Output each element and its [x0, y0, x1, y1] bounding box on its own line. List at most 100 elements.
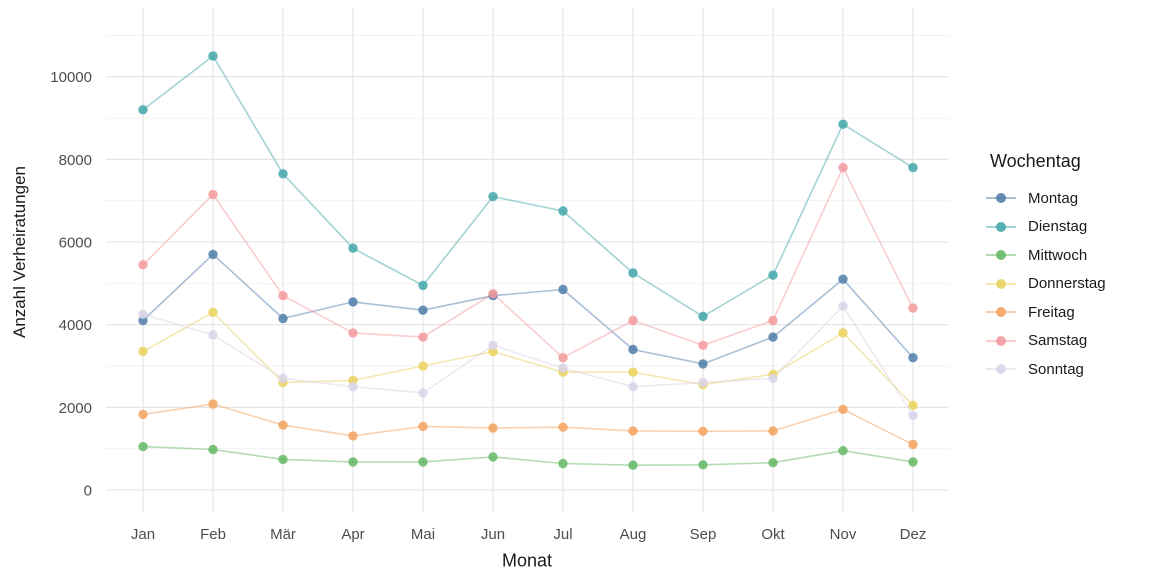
data-point-mittwoch-mär	[278, 454, 288, 465]
x-tick-label: Dez	[900, 526, 927, 543]
data-point-sonntag-jun	[488, 340, 498, 350]
data-point-samstag-jan	[138, 260, 148, 270]
legend: Wochentag Montag Dienstag Mittwoch Donnerst…	[986, 150, 1106, 384]
data-point-donnerstag-dez	[908, 400, 918, 410]
legend-item-samstag: Samstag	[986, 327, 1106, 356]
data-point-dienstag-nov	[838, 119, 848, 129]
series-line-samstag	[142, 166, 914, 359]
legend-key-icon	[986, 364, 1016, 375]
legend-key-icon	[986, 307, 1016, 318]
data-point-dienstag-apr	[348, 243, 358, 253]
data-point-samstag-aug	[628, 315, 638, 326]
data-point-mittwoch-feb	[208, 444, 218, 455]
legend-item-montag: Montag	[986, 184, 1106, 213]
y-tick-label: 8000	[59, 152, 92, 169]
legend-item-label: Freitag	[1028, 303, 1075, 321]
data-point-montag-jul	[558, 284, 568, 295]
data-point-montag-sep	[698, 359, 708, 369]
legend-key-dot	[996, 250, 1006, 261]
x-tick-label: Sep	[690, 526, 717, 543]
data-point-samstag-jul	[558, 353, 568, 363]
data-point-freitag-aug	[628, 426, 638, 436]
data-point-dienstag-dez	[908, 162, 918, 173]
legend-key-icon	[986, 221, 1016, 232]
data-point-samstag-jun	[488, 289, 498, 299]
x-axis-title: Monat	[501, 550, 553, 571]
legend-key-dot	[996, 193, 1006, 204]
data-point-montag-apr	[348, 297, 358, 307]
legend-item-dienstag: Dienstag	[986, 213, 1106, 242]
data-point-montag-feb	[208, 249, 218, 260]
x-tick-label: Apr	[341, 526, 364, 543]
data-point-montag-aug	[628, 344, 638, 355]
legend-key-icon	[986, 193, 1016, 204]
data-point-montag-okt	[768, 332, 778, 342]
data-point-mittwoch-mai	[418, 457, 428, 467]
data-point-freitag-mär	[278, 420, 288, 430]
x-tick-label: Feb	[200, 526, 226, 543]
legend-key-dot	[996, 221, 1006, 232]
data-point-dienstag-okt	[768, 270, 778, 280]
data-point-samstag-apr	[348, 328, 358, 338]
legend-item-label: Samstag	[1028, 332, 1088, 350]
data-point-sonntag-sep	[698, 377, 708, 388]
data-point-montag-nov	[838, 274, 848, 284]
x-tick-label: Mai	[411, 526, 435, 543]
legend-item-label: Montag	[1028, 189, 1079, 207]
y-axis-title: Anzahl Verheiratungen	[10, 165, 29, 339]
data-point-donnerstag-aug	[628, 367, 638, 377]
x-tick-label: Jan	[131, 526, 155, 543]
legend-item-mittwoch: Mittwoch	[986, 241, 1106, 270]
data-point-montag-mai	[418, 305, 428, 315]
data-point-freitag-okt	[768, 426, 778, 436]
data-point-mittwoch-jun	[488, 452, 498, 462]
legend-key-dot	[996, 307, 1006, 318]
data-point-mittwoch-sep	[698, 460, 708, 470]
data-point-sonntag-jan	[138, 309, 148, 319]
data-point-dienstag-jan	[138, 105, 148, 115]
data-point-freitag-apr	[348, 431, 358, 441]
data-point-montag-dez	[908, 353, 918, 363]
data-point-dienstag-mai	[418, 280, 428, 291]
data-point-dienstag-jul	[558, 206, 568, 216]
x-tick-label: Aug	[620, 526, 647, 543]
x-tick-label: Mär	[270, 526, 296, 543]
data-point-dienstag-aug	[628, 268, 638, 278]
y-tick-label: 6000	[59, 235, 92, 252]
data-point-mittwoch-nov	[838, 446, 848, 456]
data-point-samstag-sep	[698, 340, 708, 350]
legend-item-sonntag: Sonntag	[986, 355, 1106, 384]
data-point-donnerstag-jan	[138, 346, 148, 357]
legend-item-freitag: Freitag	[986, 298, 1106, 327]
legend-item-label: Donnerstag	[1028, 275, 1106, 293]
data-point-sonntag-feb	[208, 330, 218, 340]
y-tick-label: 2000	[59, 400, 92, 417]
data-point-sonntag-okt	[768, 373, 778, 384]
data-point-samstag-okt	[768, 315, 778, 326]
legend-key-dot	[996, 364, 1006, 375]
y-tick-label: 0	[84, 483, 92, 500]
data-point-freitag-jul	[558, 422, 568, 432]
data-point-mittwoch-jul	[558, 458, 568, 469]
data-point-mittwoch-okt	[768, 458, 778, 468]
data-point-sonntag-dez	[908, 410, 918, 421]
data-point-dienstag-jun	[488, 191, 498, 202]
x-tick-label: Jul	[553, 526, 572, 543]
data-point-montag-mär	[278, 313, 288, 324]
series-line-sonntag	[142, 305, 914, 417]
series-line-mittwoch	[142, 445, 914, 467]
data-point-donnerstag-feb	[208, 307, 218, 317]
series-line-freitag	[142, 403, 914, 446]
legend-key-dot	[996, 335, 1006, 346]
data-point-freitag-sep	[698, 426, 708, 436]
data-point-donnerstag-nov	[838, 328, 848, 338]
legend-item-label: Dienstag	[1028, 218, 1088, 236]
data-point-freitag-mai	[418, 421, 428, 432]
legend-key-icon	[986, 278, 1016, 289]
data-point-samstag-nov	[838, 162, 848, 173]
series-line-dienstag	[142, 55, 914, 318]
data-point-mittwoch-dez	[908, 457, 918, 467]
data-point-freitag-feb	[208, 399, 218, 409]
